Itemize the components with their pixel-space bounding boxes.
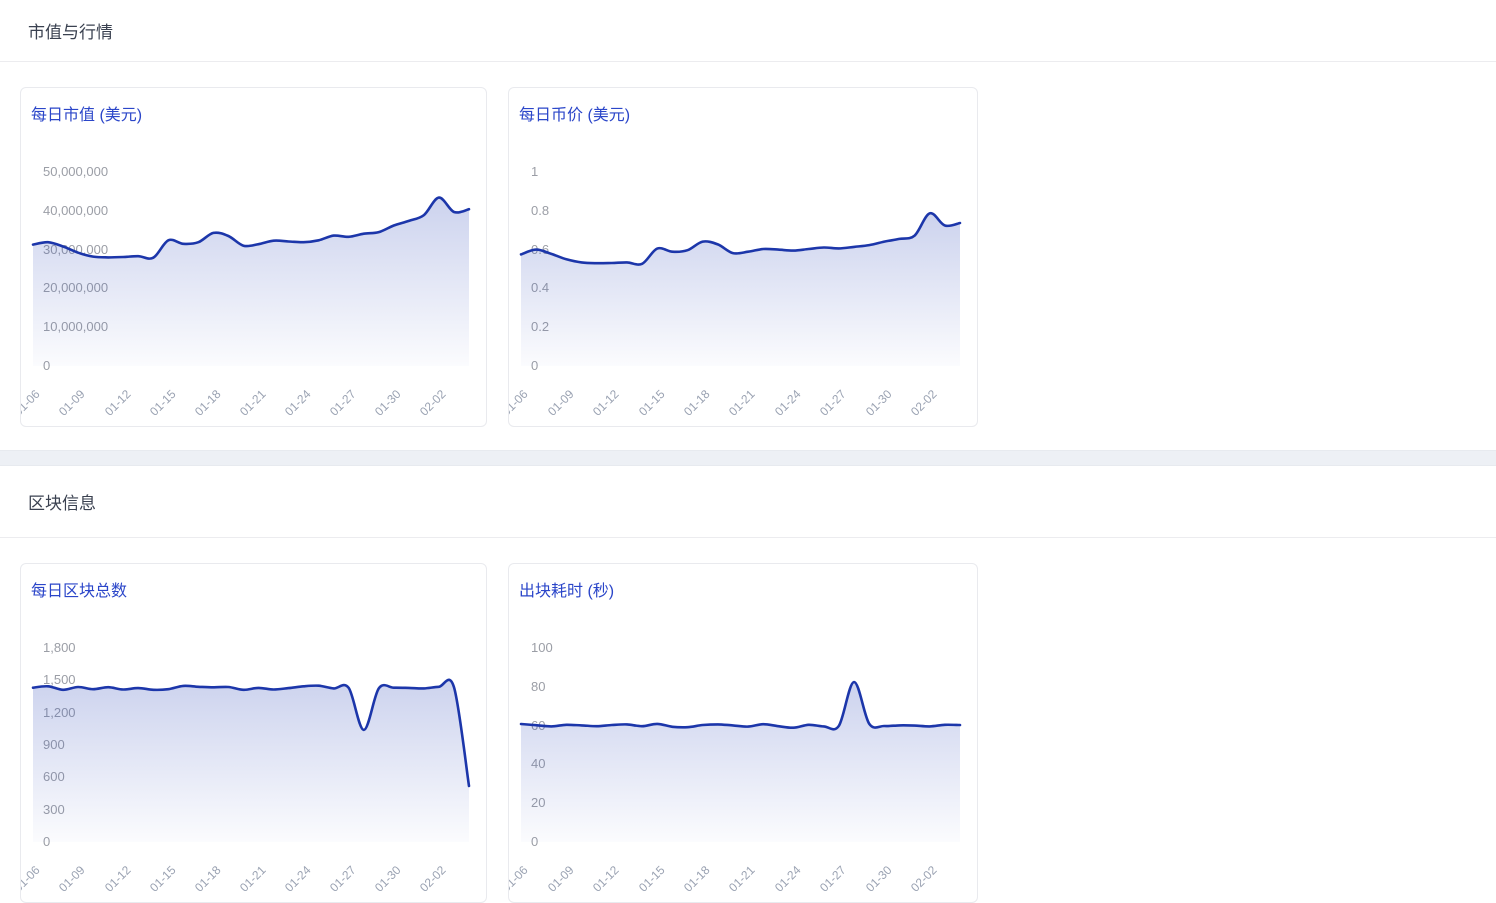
block-time-chart[interactable]: 10080604020001-0601-0901-1201-1501-1801-…: [509, 564, 977, 902]
line-path: [519, 211, 962, 266]
y-axis-label: 80: [531, 678, 546, 694]
area-chart-svg: [519, 211, 962, 366]
chart-card-block-time: 出块耗时 (秒) 10080604020001-0601-0901-1201-1…: [508, 563, 978, 903]
chart-title-daily-market-cap: 每日市值 (美元): [31, 107, 143, 124]
y-axis-label: 0.8: [531, 202, 550, 218]
y-axis-label: 40,000,000: [43, 202, 109, 218]
chart-title-block-time: 出块耗时 (秒): [519, 583, 615, 600]
area-fill: [33, 679, 469, 842]
chart-card-daily-market-cap: 每日市值 (美元) 50,000,000 40,000,000 30,000,000…: [20, 87, 487, 427]
area-chart-svg: [31, 678, 471, 842]
chart-card-daily-block-count: 每日区块总数 1,8001,5001,200900600300001-0601-…: [20, 563, 487, 903]
line-path: [31, 196, 471, 260]
y-axis-label: 1,500: [43, 672, 76, 688]
area-fill: [521, 681, 960, 842]
chart-title-daily-price: 每日币价 (美元): [519, 107, 631, 124]
section-title-market: 市值与行情: [28, 23, 113, 42]
chart-card-daily-price: 每日币价 (美元) 10.80.60.40.2001-0601-0901-120…: [508, 87, 978, 427]
y-axis-label: 100: [531, 640, 553, 655]
area-fill: [521, 213, 960, 366]
area-fill: [33, 197, 469, 366]
daily-price-chart[interactable]: 10.80.60.40.2001-0601-0901-1201-1501-180…: [509, 88, 977, 426]
chart-title-daily-block-count: 每日区块总数: [31, 583, 128, 600]
section-header-blocks: 区块信息: [0, 466, 1496, 538]
y-axis-label: 1,800: [43, 640, 76, 655]
block-charts-row: 每日区块总数 1,8001,5001,200900600300001-0601-…: [0, 538, 1496, 903]
y-axis-label: 50,000,000: [43, 164, 109, 179]
area-chart-svg: [31, 196, 471, 366]
area-chart-svg: [519, 680, 962, 842]
line-path: [31, 678, 471, 788]
section-header-market: 市值与行情: [0, 0, 1496, 62]
section-divider: [0, 450, 1496, 466]
daily-market-cap-chart[interactable]: 50,000,00040,000,00030,000,00020,000,000…: [21, 88, 486, 426]
y-axis-label: 1: [531, 164, 539, 179]
line-path: [519, 680, 962, 731]
market-charts-row: 每日市值 (美元) 50,000,000 40,000,000 30,000,000…: [0, 62, 1496, 450]
daily-block-count-chart[interactable]: 1,8001,5001,200900600300001-0601-0901-12…: [21, 564, 486, 902]
section-title-blocks: 区块信息: [28, 494, 96, 513]
